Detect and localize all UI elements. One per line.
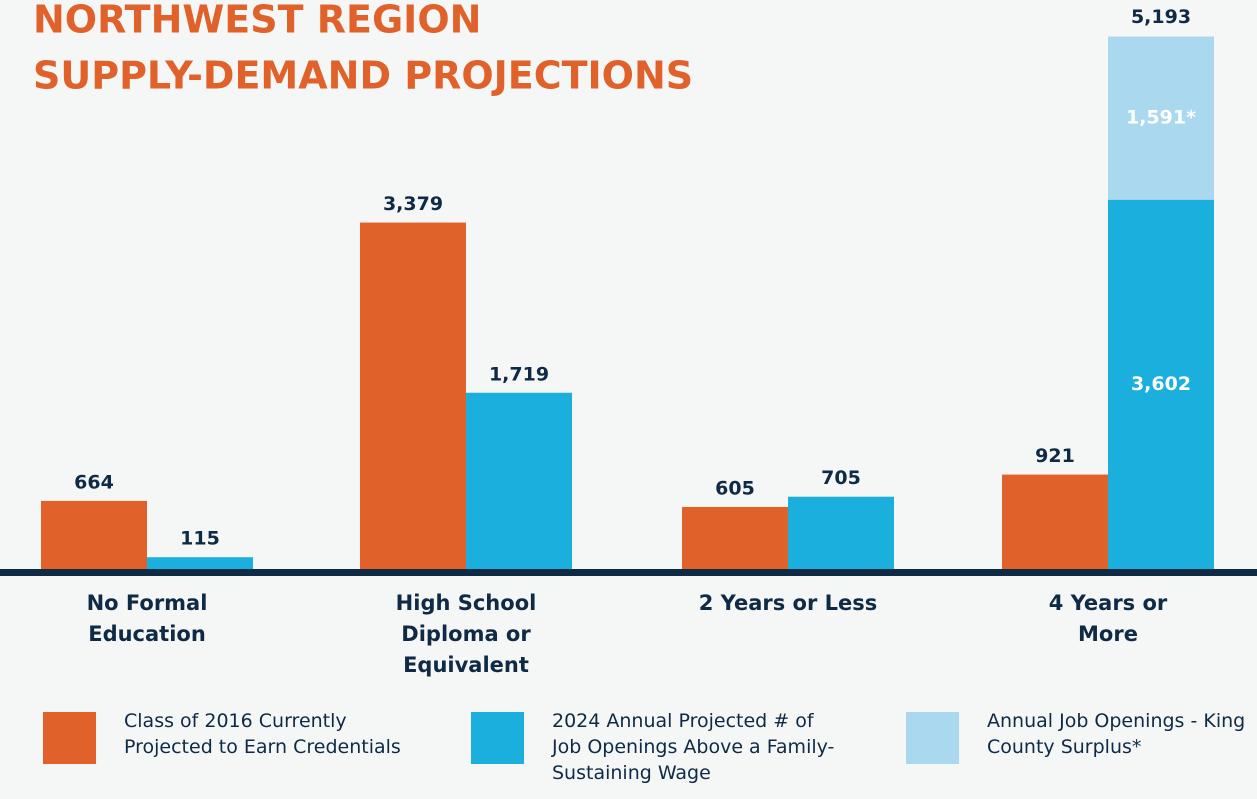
bar: [147, 557, 253, 569]
bar: [788, 496, 894, 569]
legend-label: Class of 2016 Currently Projected to Ear…: [124, 710, 401, 758]
value-label: 664: [74, 471, 114, 493]
bar: [682, 506, 788, 569]
chart-subtitle: SUPPLY-DEMAND PROJECTIONS: [33, 54, 693, 98]
baseline: [0, 569, 1257, 576]
bar: [1002, 474, 1108, 569]
legend-label: Annual Job Openings - King County Surplu…: [987, 710, 1246, 758]
value-label: 605: [715, 477, 755, 499]
total-label: 5,193: [1131, 6, 1191, 28]
value-label: 115: [180, 528, 220, 550]
x-tick-label: 4 Years or More: [1048, 591, 1168, 646]
value-label: 1,591*: [1126, 107, 1196, 129]
legend-swatch: [906, 712, 959, 764]
legend-swatch: [43, 712, 96, 764]
bar: [466, 392, 572, 569]
bar: [1108, 36, 1214, 200]
chart-title: NORTHWEST REGION: [33, 0, 481, 42]
bar: [1108, 199, 1214, 569]
value-label: 921: [1035, 445, 1075, 467]
value-label: 705: [821, 467, 861, 489]
value-label: 3,379: [383, 193, 443, 215]
x-tick-label: 2 Years or Less: [698, 591, 878, 615]
x-tick-label: High School Diploma or Equivalent: [395, 591, 537, 677]
legend-swatch: [471, 712, 524, 764]
bar: [360, 222, 466, 569]
value-label: 3,602: [1131, 373, 1191, 395]
value-label: 1,719: [489, 363, 549, 385]
x-tick-label: No Formal Education: [86, 591, 208, 646]
legend-label: 2024 Annual Projected # of Job Openings …: [552, 710, 835, 784]
bar: [41, 500, 147, 569]
